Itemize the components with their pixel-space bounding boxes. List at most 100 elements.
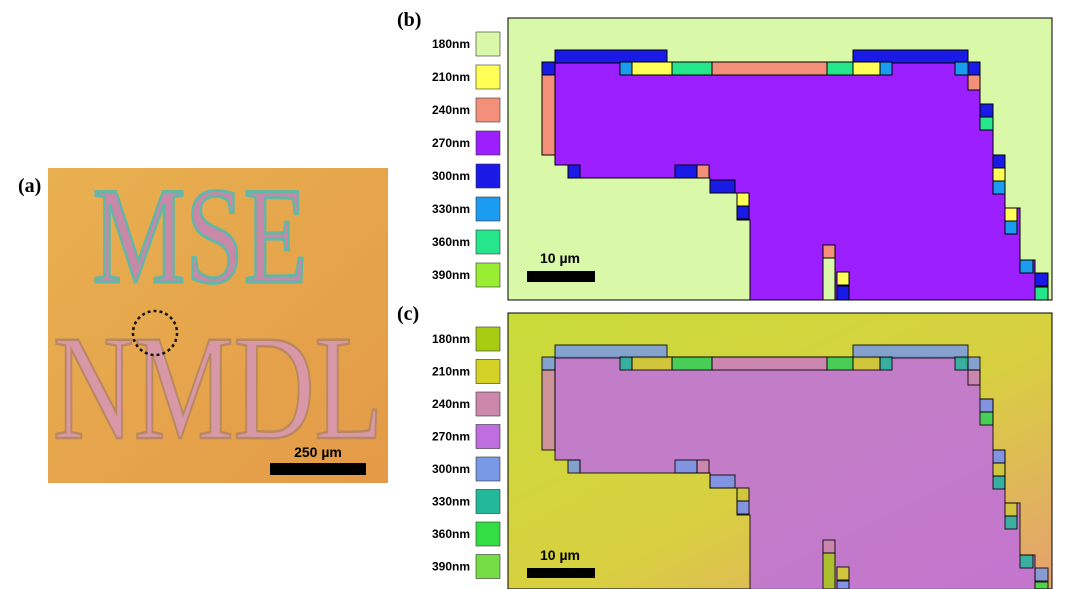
map-cell	[1035, 273, 1048, 286]
map-cell	[837, 286, 849, 300]
map-cell	[993, 463, 1005, 476]
map-cell	[823, 540, 835, 553]
legend-label: 330nm	[432, 495, 470, 509]
scale-bar-label: 10 µm	[540, 250, 580, 266]
legend-swatch	[476, 392, 500, 416]
legend-label: 300nm	[432, 462, 470, 476]
map-cell	[675, 165, 697, 178]
legend-label: 180nm	[432, 332, 470, 346]
map-cell	[710, 180, 735, 193]
map-cell	[823, 245, 835, 258]
image-text: MSE	[93, 159, 308, 312]
legend-swatch	[476, 490, 500, 514]
map-cell	[993, 181, 1005, 194]
map-cell	[737, 193, 749, 206]
map-cell	[993, 476, 1005, 489]
map-cell	[672, 357, 712, 370]
figure: (a) MSE NMDL 250 µm (b) 10 µm (c) 10 µm …	[0, 0, 1072, 589]
map-cell	[853, 50, 968, 63]
map-cell	[837, 567, 849, 580]
scale-bar-label: 250 µm	[294, 444, 342, 460]
map-cell	[980, 412, 993, 425]
map-cell	[710, 475, 735, 488]
map-cell	[968, 357, 980, 370]
map-cell	[880, 357, 892, 370]
map-cell	[823, 553, 835, 589]
map-cell	[672, 62, 712, 75]
panel-label: (b)	[397, 9, 421, 31]
legend-label: 210nm	[432, 365, 470, 379]
legend-swatch	[476, 360, 500, 384]
scale-bar-label: 10 µm	[540, 547, 580, 563]
legend-swatch	[476, 555, 500, 579]
map-cell	[993, 155, 1005, 168]
legend-label: 180nm	[432, 37, 470, 51]
map-cell	[993, 168, 1005, 181]
legend-label: 210nm	[432, 70, 470, 84]
map-cell	[675, 460, 697, 473]
map-cell	[1020, 555, 1033, 568]
legend-swatch	[476, 65, 500, 89]
map-cell	[853, 345, 968, 358]
map-cell	[853, 357, 880, 370]
legend-swatch	[476, 32, 500, 56]
map-cell	[542, 357, 555, 370]
map-cell	[1020, 260, 1033, 273]
panel-label: (c)	[397, 303, 419, 325]
legend-swatch	[476, 131, 500, 155]
map-cell	[853, 62, 880, 75]
map-cell	[712, 62, 827, 75]
map-cell	[1035, 582, 1048, 589]
legend-label: 360nm	[432, 235, 470, 249]
map-cell	[568, 165, 580, 178]
map-cell	[737, 206, 749, 219]
legends: 180nm 210nm 240nm 270nm 300nm 330nm 360nm 390nm…	[432, 32, 500, 579]
legend-label: 240nm	[432, 397, 470, 411]
map-cell	[827, 62, 853, 75]
panel-label: (a)	[18, 175, 41, 197]
map-cell	[697, 165, 709, 178]
map-cell	[737, 488, 749, 501]
legend-label: 300nm	[432, 169, 470, 183]
map-cell	[542, 62, 555, 75]
legend-swatch	[476, 263, 500, 287]
map-cell	[542, 370, 555, 450]
legend-label: 390nm	[432, 560, 470, 574]
map-cell	[980, 117, 993, 130]
map-cell	[968, 75, 980, 90]
map-cell	[697, 460, 709, 473]
map-cell	[823, 258, 835, 300]
map-cell	[555, 345, 667, 358]
legend-swatch	[476, 327, 500, 351]
map-cell	[632, 62, 672, 75]
legend-swatch	[476, 164, 500, 188]
legend-label: 270nm	[432, 430, 470, 444]
map-cell	[1005, 221, 1017, 234]
map-cell	[880, 62, 892, 75]
map-cell	[555, 50, 667, 63]
map-cell	[620, 357, 632, 370]
scale-bar	[527, 568, 595, 578]
scale-bar	[527, 271, 595, 282]
map-cell	[837, 581, 849, 589]
map-cell	[1005, 503, 1017, 516]
scale-bar	[270, 463, 366, 475]
map-cell	[1005, 516, 1017, 529]
map-cell	[955, 62, 968, 75]
map-cell	[1035, 568, 1048, 581]
map-cell	[712, 357, 827, 370]
map-cell	[980, 399, 993, 412]
map-cell	[827, 357, 853, 370]
legend-label: 390nm	[432, 268, 470, 282]
map-cell	[542, 75, 555, 155]
map-cell	[1005, 208, 1017, 221]
legend-label: 240nm	[432, 103, 470, 117]
page: (a) MSE NMDL 250 µm (b) 10 µm (c) 10 µm …	[0, 0, 1072, 589]
map-cell	[737, 501, 749, 514]
legend-swatch	[476, 522, 500, 546]
map-cell	[980, 104, 993, 117]
legend-label: 270nm	[432, 136, 470, 150]
map-cell	[993, 450, 1005, 463]
legend-label: 360nm	[432, 527, 470, 541]
map-cell	[955, 357, 968, 370]
